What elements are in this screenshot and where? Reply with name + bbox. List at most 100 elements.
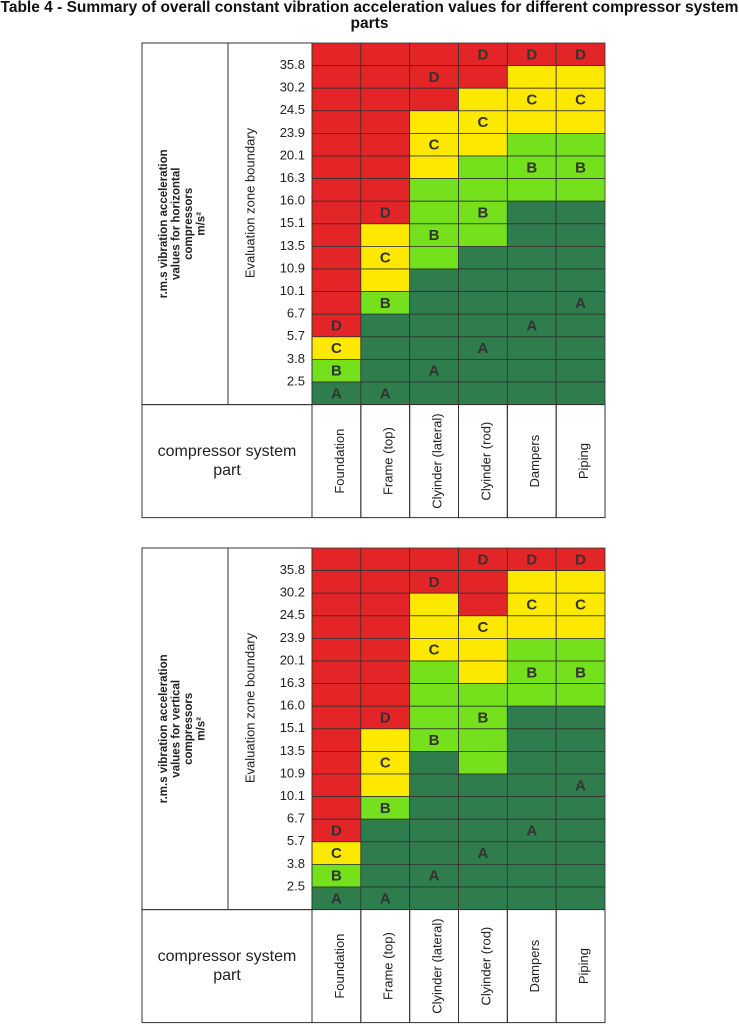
zone-cell — [409, 818, 459, 843]
zone-cell — [311, 660, 362, 685]
zone-cell — [555, 132, 606, 157]
zone-cell — [506, 358, 557, 383]
zone-cell — [311, 268, 362, 293]
zone-cell — [506, 132, 557, 157]
zone-letter: A — [380, 890, 391, 907]
zone-cell — [506, 728, 557, 752]
zone-cell — [311, 200, 362, 225]
zone-cell — [409, 381, 459, 406]
zone-cell — [311, 773, 362, 798]
zone-cell — [506, 615, 557, 639]
zone-cell — [409, 592, 459, 617]
zone-cell — [360, 132, 411, 157]
zone-cell — [409, 683, 459, 707]
zone-cell — [409, 313, 459, 338]
zone-letter: D — [429, 574, 440, 591]
zone-cell — [458, 570, 508, 594]
zone-cell — [409, 615, 459, 639]
zone-cell — [458, 751, 508, 775]
zone-letter: A — [477, 340, 488, 357]
side-label: compressors — [183, 188, 195, 260]
zone-letter: B — [477, 709, 488, 726]
boundary-value: 20.1 — [280, 147, 305, 162]
column-name: Foundation — [332, 934, 347, 999]
boundary-label: Evaluation zone boundary — [242, 127, 257, 278]
boundary-value: 6.7 — [287, 811, 305, 826]
column-name: Clyinder (lateral) — [430, 918, 445, 1013]
zone-cell — [506, 110, 557, 134]
zone-letter: B — [575, 664, 586, 681]
zone-cell — [311, 87, 362, 112]
column-name: Clyinder (lateral) — [430, 413, 445, 508]
zone-letter: A — [477, 845, 488, 862]
zone-cell — [458, 818, 508, 843]
zone-letter: D — [331, 822, 342, 839]
zone-cell — [360, 683, 411, 707]
zone-letter: A — [575, 777, 586, 794]
zone-cell — [311, 223, 362, 247]
zone-letter: B — [429, 732, 440, 749]
zone-cell — [360, 547, 411, 572]
zone-letter: C — [477, 114, 488, 131]
boundary-value: 16.3 — [280, 170, 305, 185]
zone-letter: C — [380, 250, 391, 267]
zone-letter: A — [331, 890, 342, 907]
column-name-cell — [555, 909, 606, 1024]
zone-cell — [506, 705, 557, 730]
zone-cell — [311, 728, 362, 752]
zone-cell — [409, 42, 459, 67]
zone-letter: A — [429, 868, 440, 885]
zone-cell — [311, 705, 362, 730]
zone-cell — [360, 155, 411, 180]
zone-cell — [458, 268, 508, 293]
zone-cell — [360, 110, 411, 134]
zone-cell — [506, 268, 557, 293]
side-label: r.m.s vibration acceleration — [158, 149, 170, 298]
boundary-value: 13.5 — [280, 743, 305, 758]
zone-letter: B — [477, 204, 488, 221]
zone-cell — [458, 660, 508, 685]
zone-cell — [555, 200, 606, 225]
zone-cell — [311, 592, 362, 617]
zone-cell — [360, 313, 411, 338]
boundary-value: 23.9 — [280, 125, 305, 140]
zone-letter: B — [380, 295, 391, 312]
zone-cell — [360, 864, 411, 888]
zone-cell — [555, 223, 606, 247]
zone-cell — [555, 841, 606, 865]
zone-cell — [409, 773, 459, 798]
zone-cell — [311, 155, 362, 180]
boundary-value: 24.5 — [280, 102, 305, 117]
zone-letter: C — [331, 845, 342, 862]
boundary-value: 16.0 — [280, 193, 305, 208]
zone-letter: C — [575, 596, 586, 613]
zone-letter: B — [380, 800, 391, 817]
zone-cell — [360, 42, 411, 67]
zone-cell — [555, 615, 606, 639]
zone-letter: C — [331, 340, 342, 357]
zone-letter: C — [429, 642, 440, 659]
zone-cell — [458, 291, 508, 315]
zone-cell — [506, 638, 557, 662]
zone-letter: B — [331, 363, 342, 380]
zone-letter: B — [575, 159, 586, 176]
zone-cell — [409, 796, 459, 820]
boundary-value: 2.5 — [287, 878, 305, 893]
zone-cell — [458, 886, 508, 911]
zone-cell — [311, 178, 362, 202]
zone-cell — [360, 841, 411, 865]
zone-letter: A — [429, 363, 440, 380]
zone-letter: A — [575, 295, 586, 312]
zone-letter: A — [526, 822, 537, 839]
zone-cell — [409, 705, 459, 730]
zone-cell — [360, 336, 411, 360]
zone-cell — [458, 773, 508, 798]
zone-cell — [506, 773, 557, 798]
zone-letter: D — [331, 317, 342, 334]
zone-cell — [458, 132, 508, 157]
zone-cell — [360, 818, 411, 843]
zone-cell — [458, 87, 508, 112]
part-box — [141, 909, 313, 1024]
boundary-value: 35.8 — [280, 57, 305, 72]
